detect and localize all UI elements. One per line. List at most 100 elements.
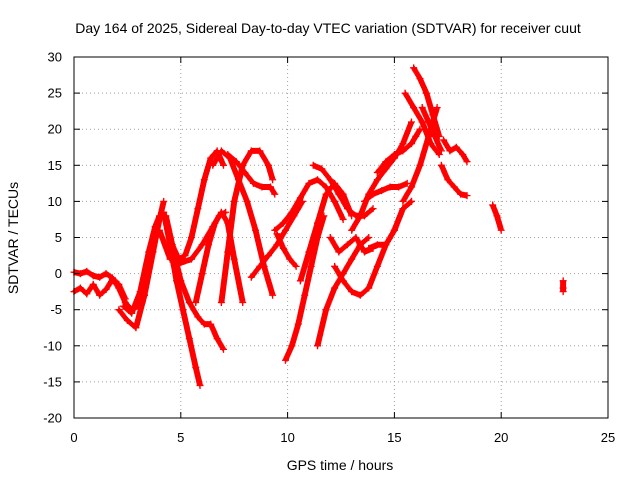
data-point (200, 320, 208, 328)
series-track-8 (166, 234, 228, 353)
x-tick-label: 10 (280, 430, 294, 445)
data-point (348, 255, 356, 263)
x-tick-label: 20 (494, 430, 508, 445)
data-point (348, 226, 356, 234)
series-track-12 (224, 150, 279, 198)
data-point (264, 161, 272, 169)
data-point (373, 262, 381, 270)
data-point (497, 226, 505, 234)
data-point (217, 298, 225, 306)
data-point (437, 147, 445, 155)
x-axis-label: GPS time / hours (287, 457, 394, 473)
data-point (89, 280, 97, 288)
data-point (459, 150, 467, 158)
data-point (437, 161, 445, 169)
data-point (119, 302, 127, 310)
data-point (185, 298, 193, 306)
data-point (102, 270, 110, 278)
data-point (200, 176, 208, 184)
x-tick-label: 25 (601, 430, 615, 445)
data-point (288, 208, 296, 216)
series-track-13 (247, 197, 307, 281)
y-tick-label: 30 (48, 50, 62, 65)
data-point (115, 306, 123, 314)
data-point (322, 190, 330, 198)
data-point (365, 284, 373, 292)
data-point (305, 248, 313, 256)
data-point (247, 147, 255, 155)
data-point (559, 288, 567, 296)
data-point (241, 169, 249, 177)
data-point (232, 158, 240, 166)
y-tick-label: 5 (55, 230, 62, 245)
data-point (288, 342, 296, 350)
series-track-31 (440, 136, 471, 166)
data-point (314, 219, 322, 227)
data-point (440, 136, 448, 144)
data-point (121, 295, 129, 303)
data-point (305, 179, 313, 187)
data-point (198, 241, 206, 249)
data-point (463, 158, 471, 166)
data-point (76, 284, 84, 292)
data-point (247, 273, 255, 281)
data-point (162, 212, 170, 220)
series-track-10 (217, 147, 277, 306)
data-point (166, 234, 174, 241)
data-point (407, 118, 415, 126)
data-point (399, 197, 407, 205)
data-point (386, 183, 394, 191)
data-point (252, 226, 260, 234)
y-tick-label: 15 (48, 158, 62, 173)
data-point (151, 223, 159, 231)
data-point (83, 290, 91, 298)
data-point (318, 165, 326, 173)
y-tick-label: -10 (43, 338, 62, 353)
series-track-16 (281, 212, 328, 364)
data-point (256, 147, 264, 155)
data-point (314, 176, 322, 184)
data-point (373, 176, 381, 184)
data-point (322, 183, 330, 191)
data-point (450, 183, 458, 191)
data-point (108, 274, 116, 282)
data-point (365, 244, 373, 252)
y-tick-label: 10 (48, 194, 62, 209)
data-point (96, 291, 104, 299)
x-tick-label: 5 (177, 430, 184, 445)
data-point (399, 140, 407, 148)
data-point (382, 158, 390, 166)
data-point (234, 176, 242, 184)
data-point (213, 335, 221, 343)
data-point (123, 317, 131, 325)
data-point (331, 197, 339, 205)
data-point (269, 291, 277, 299)
data-point (339, 277, 347, 285)
data-point (271, 226, 279, 234)
data-point (326, 234, 334, 241)
data-point (292, 262, 300, 270)
data-point (286, 255, 294, 263)
series-track-25 (373, 125, 424, 177)
data-point (281, 356, 289, 364)
data-point (192, 298, 200, 306)
data-point (418, 104, 426, 112)
data-point (89, 272, 97, 280)
data-point (132, 324, 140, 332)
data-point (457, 190, 465, 198)
data-point (425, 118, 433, 126)
data-point (410, 64, 418, 72)
data-point (399, 205, 407, 213)
data-point (128, 309, 136, 317)
series-track-30 (437, 161, 471, 200)
series-track-29 (418, 104, 445, 155)
data-point (463, 192, 471, 200)
data-point (407, 183, 415, 191)
data-point (296, 277, 304, 285)
data-point (429, 111, 437, 119)
data-point (249, 179, 257, 187)
data-point (207, 154, 215, 162)
data-point (382, 165, 390, 173)
data-point (140, 291, 148, 299)
